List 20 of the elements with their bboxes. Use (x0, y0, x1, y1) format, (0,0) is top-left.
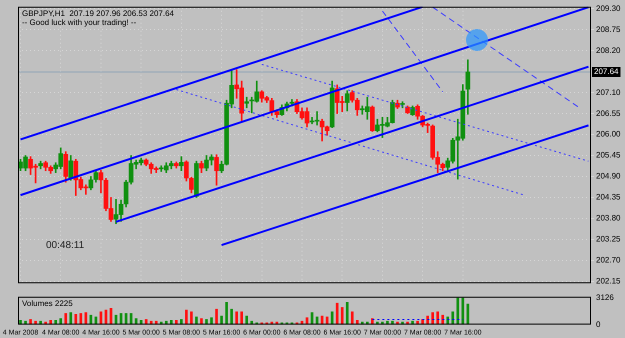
chart-title: Volumes 2225 (22, 299, 74, 308)
y-tick-label: 206.55 (596, 108, 622, 118)
text: -- Good luck with your trading! -- (22, 18, 137, 28)
y-tick-label: 203.80 (596, 214, 622, 223)
y-tick-label: 3126 (596, 293, 614, 302)
ref-line-label: 207.64 (594, 67, 620, 76)
y-tick-label: 204.35 (596, 192, 622, 202)
y-tick-label: 0 (596, 320, 601, 329)
y-tick-label: 206.00 (596, 130, 622, 139)
y-tick-label: 209.30 (596, 4, 622, 13)
y-tick-label: 208.75 (596, 24, 622, 34)
y-tick-label: 202.70 (596, 256, 622, 265)
y-tick-label: 205.45 (596, 150, 622, 160)
y-tick-label: 203.25 (596, 234, 622, 244)
annotation: 00:48:11 (46, 240, 85, 251)
y-tick-label: 202.15 (596, 276, 622, 286)
y-tick-label: 204.90 (596, 172, 622, 181)
y-tick-label: 208.20 (596, 46, 622, 55)
chart-title: GBPJPY,H1 207.19 207.96 206.53 207.64 (22, 9, 175, 18)
y-tick-label: 207.10 (596, 88, 622, 97)
